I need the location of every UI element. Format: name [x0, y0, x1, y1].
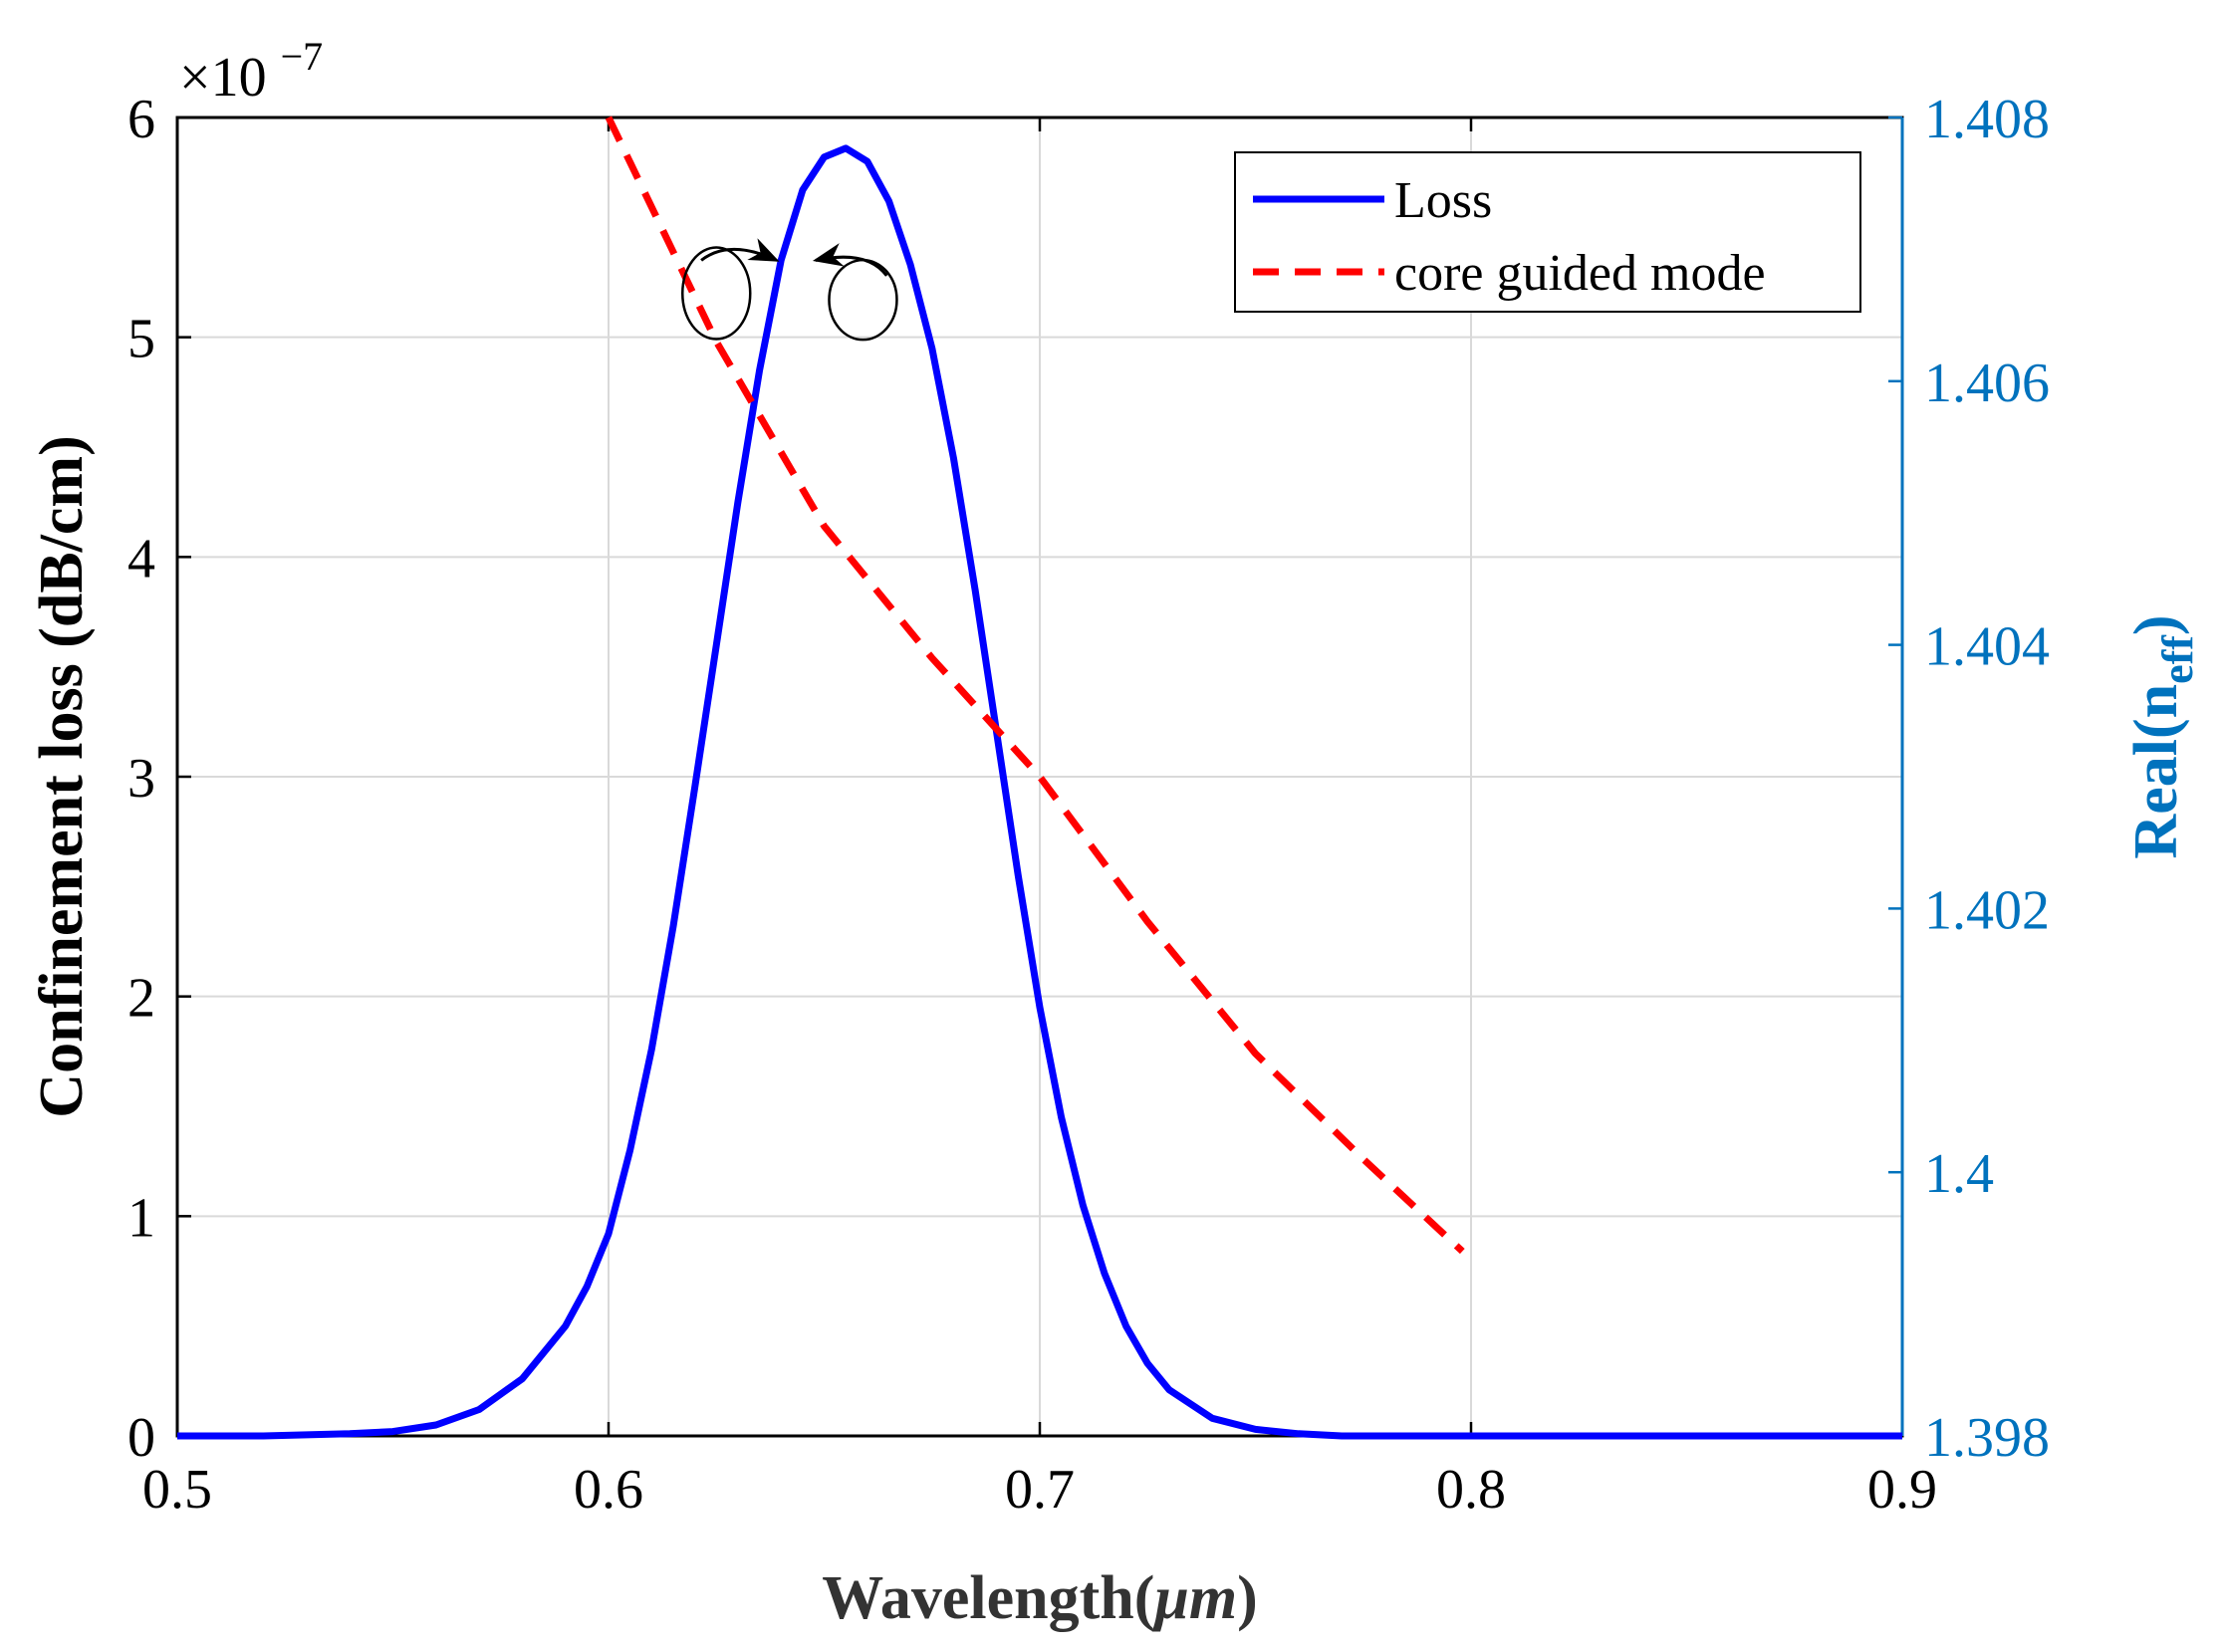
annotation-ellipse-left-axis: [828, 258, 898, 342]
x-tick-label: 0.9: [1867, 1459, 1937, 1521]
legend-box: [1234, 151, 1861, 313]
y-left-tick-label: 6: [127, 89, 155, 150]
x-tick-label: 0.6: [574, 1459, 643, 1521]
series-group: [177, 116, 1902, 1440]
y-left-tick-label: 5: [127, 309, 155, 370]
y-right-tick-label: 1.398: [1924, 1407, 2050, 1469]
x-tick-label: 0.5: [142, 1459, 212, 1521]
x-tick-label: 0.8: [1436, 1459, 1506, 1521]
annotation-arrow-left: [812, 243, 888, 277]
y-right-tick-label: 1.4: [1924, 1143, 1994, 1205]
y-left-axis-title: Confinement loss (dB/cm): [28, 435, 96, 1117]
y-right-tick-label: 1.408: [1924, 89, 2050, 150]
y-left-exponent: ×10 −7: [179, 34, 323, 109]
gridlines: [177, 118, 1902, 1436]
annotations: [681, 238, 898, 342]
y-right-tick-label: 1.406: [1924, 353, 2050, 414]
legend-label: core guided mode: [1394, 245, 1766, 302]
y-left-tick-label: 0: [127, 1407, 155, 1469]
x-axis-title: Wavelength(μm): [822, 1564, 1257, 1632]
legend: Loss core guided mode: [1234, 151, 1861, 313]
y-left-tick-label: 3: [127, 748, 155, 810]
y-right-tick-label: 1.402: [1924, 879, 2050, 941]
annotation-arrow-right: [700, 238, 780, 262]
y-left-tick-label: 2: [127, 968, 155, 1030]
ticks: 0.5 0.6 0.7 0.8 0.9 0 1 2 3 4 5 6 1.398 1.4 1.402 1.404…: [127, 89, 2050, 1521]
legend-label: Loss: [1394, 172, 1492, 229]
y-right-axis-title: Real(neff): [2122, 614, 2202, 858]
y-right-tick-label: 1.404: [1924, 616, 2050, 678]
x-tick-label: 0.7: [1005, 1459, 1075, 1521]
y-left-tick-label: 1: [127, 1187, 155, 1249]
series-line-loss: [177, 144, 1902, 1440]
annotation-ellipse-right-axis: [681, 246, 752, 341]
y-left-tick-label: 4: [127, 528, 155, 590]
